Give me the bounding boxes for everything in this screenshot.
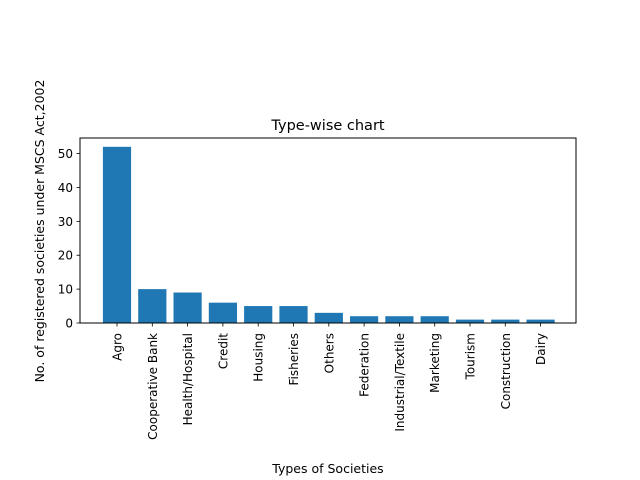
x-tick-label: Dairy <box>534 333 548 365</box>
x-tick-label: Others <box>322 333 336 373</box>
bar-marketing <box>420 316 449 323</box>
x-tick-label: Cooperative Bank <box>146 333 160 440</box>
y-tick-label: 10 <box>58 283 73 297</box>
y-tick-label: 50 <box>58 147 73 161</box>
x-tick-label: Housing <box>252 333 266 382</box>
x-axis: Agro Cooperative Bank Health/Hospital Credi… <box>111 323 548 440</box>
x-tick-label: Marketing <box>428 333 442 393</box>
y-axis: 0 10 20 30 40 50 <box>58 147 80 331</box>
chart-title: Type-wise chart <box>270 118 385 134</box>
bar-others <box>314 312 343 323</box>
x-tick-label: Construction <box>499 333 513 409</box>
plot-frame <box>79 137 577 324</box>
y-tick-label: 0 <box>65 317 73 331</box>
bar-agro <box>102 146 132 323</box>
x-tick-label: Tourism <box>464 333 478 380</box>
bar-credit <box>208 302 237 323</box>
x-tick-label: Industrial/Textile <box>393 333 407 432</box>
bar-dairy <box>526 319 555 323</box>
bar-housing <box>244 306 273 323</box>
x-tick-label: Federation <box>358 333 372 397</box>
bar-tourism <box>455 319 485 323</box>
bar-health-hospital <box>173 292 202 323</box>
bar-cooperative-bank <box>138 289 167 323</box>
bars <box>102 146 555 323</box>
y-tick-label: 40 <box>58 181 73 195</box>
bar-construction <box>491 319 520 323</box>
bar-federation <box>350 316 379 323</box>
x-axis-label: Types of Societies <box>271 461 383 476</box>
x-tick-label: Credit <box>216 333 230 369</box>
x-tick-label: Fisheries <box>287 333 301 386</box>
y-tick-label: 20 <box>58 249 73 263</box>
y-tick-label: 30 <box>58 215 73 229</box>
bar-fisheries <box>279 306 308 323</box>
x-tick-label: Agro <box>111 333 125 361</box>
y-axis-label: No. of registered societies under MSCS A… <box>32 80 47 383</box>
bar-industrial-textile <box>385 316 414 323</box>
x-tick-label: Health/Hospital <box>181 333 195 425</box>
